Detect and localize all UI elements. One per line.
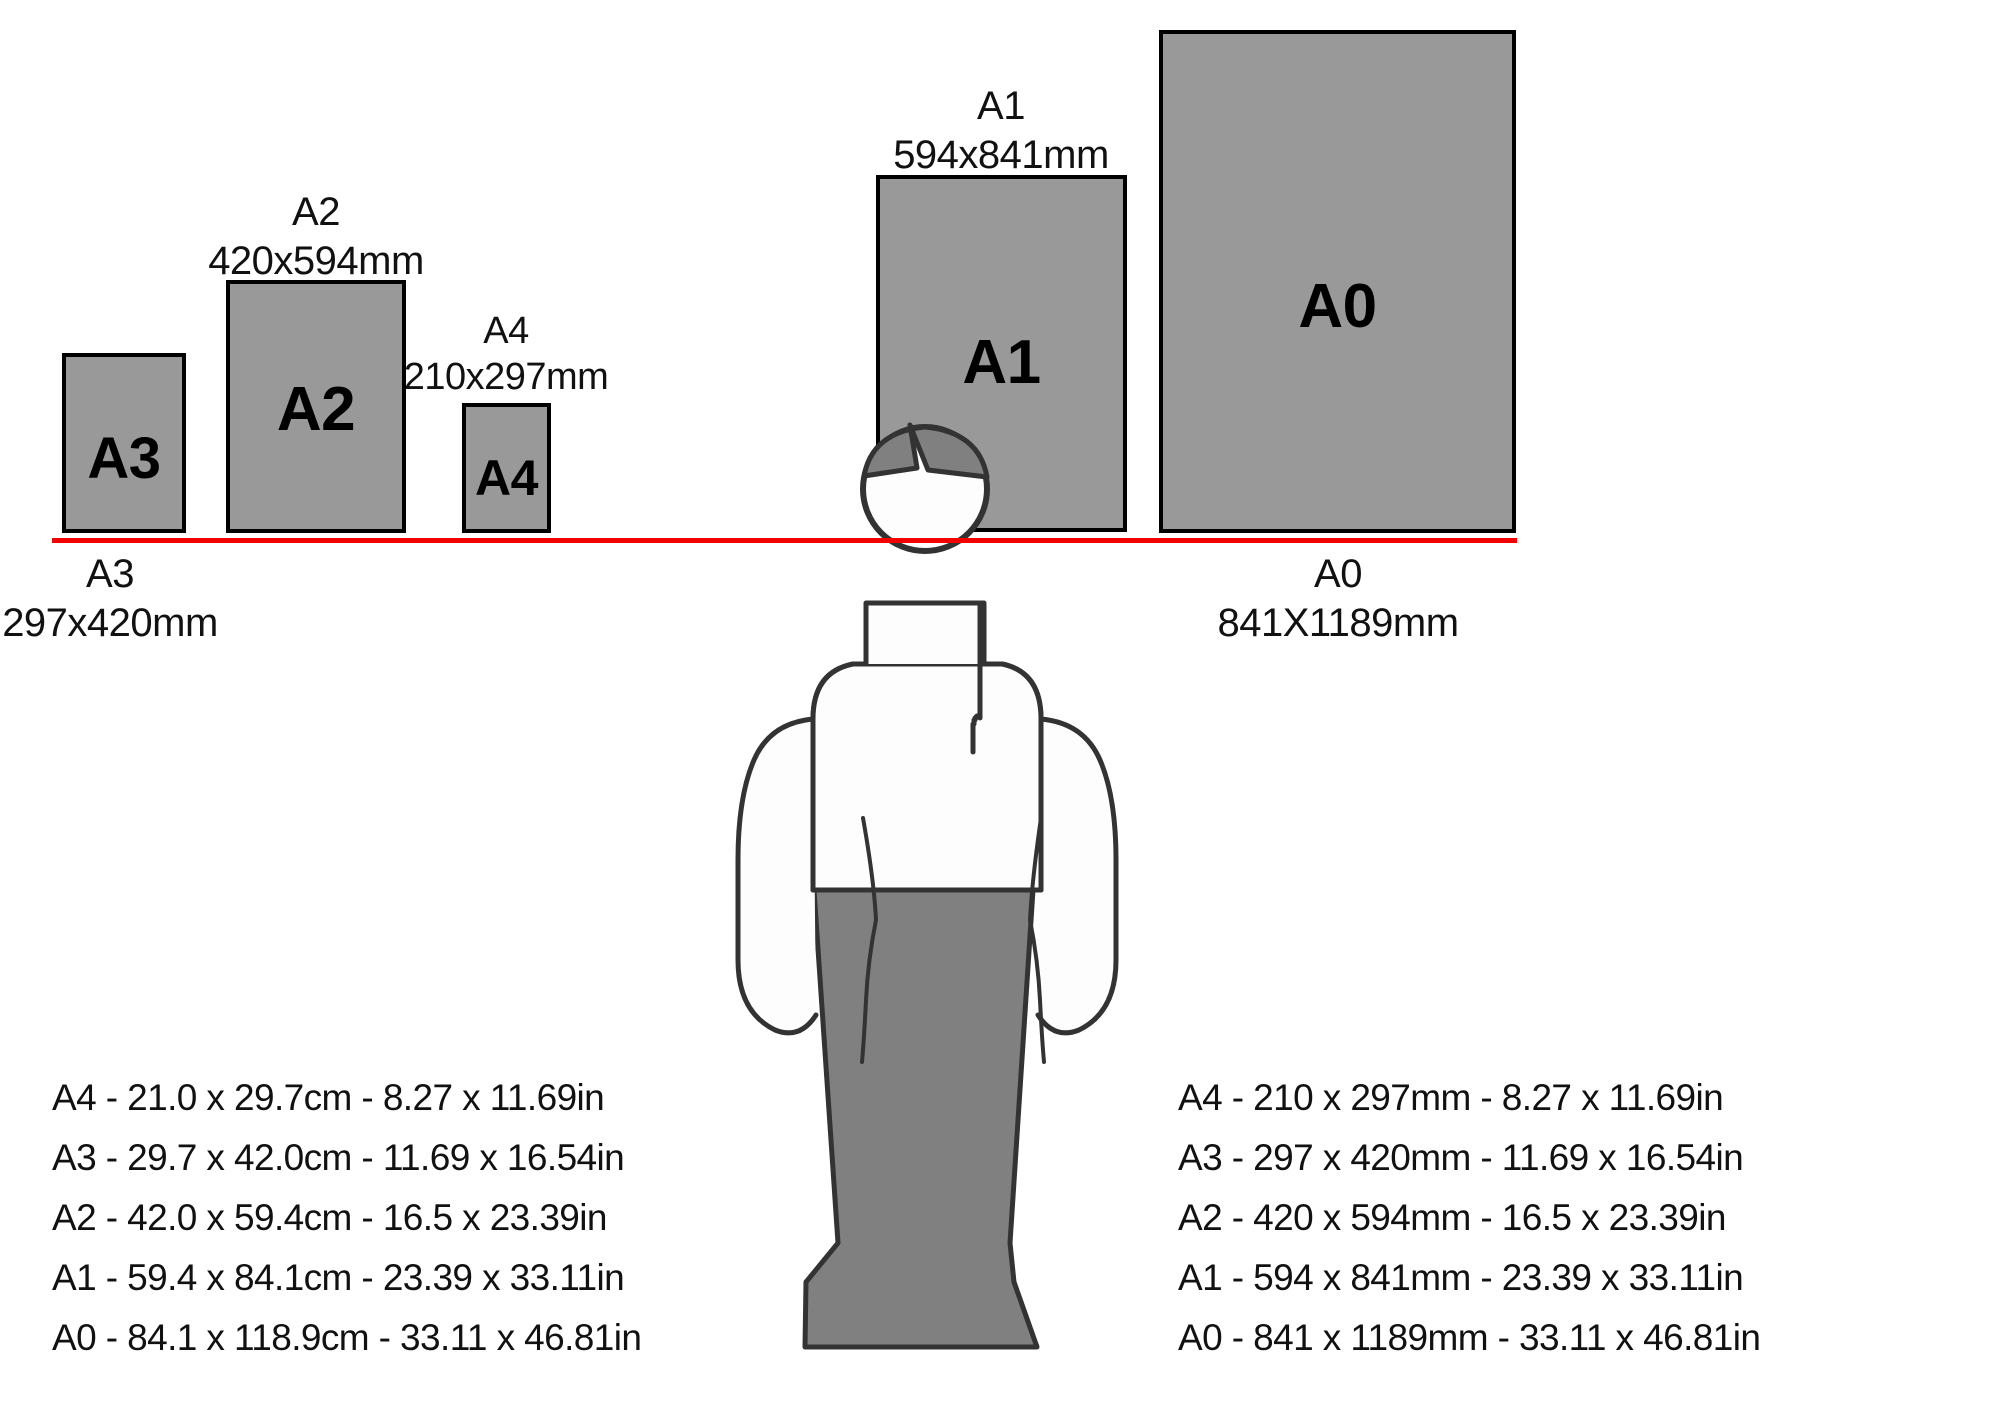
caption-a3-name: A3 (86, 552, 134, 596)
caption-a4: A4 210x297mm (386, 308, 626, 401)
figure-right-arm (1035, 716, 1119, 1036)
paper-rect-a1[interactable]: A1 (876, 175, 1127, 532)
caption-a4-dims: 210x297mm (403, 356, 609, 399)
figure-left-arm (735, 716, 819, 1036)
figure-lapel-seam (970, 600, 983, 755)
legend-right-line: A1 - 594 x 841mm - 23.39 x 33.11in (1178, 1257, 1744, 1298)
figure-collar (863, 600, 987, 667)
legend-right-line: A0 - 841 x 1189mm - 33.11 x 46.81in (1178, 1317, 1761, 1358)
caption-a1-name: A1 (977, 84, 1025, 128)
caption-a2-dims: 420x594mm (208, 238, 424, 283)
caption-a0-name: A0 (1314, 552, 1362, 596)
paper-rect-a3[interactable]: A3 (62, 353, 186, 533)
paper-rect-a4[interactable]: A4 (462, 403, 551, 533)
legend-left: A4 - 21.0 x 29.7cm - 8.27 x 11.69in A3 -… (52, 1068, 642, 1368)
figure-skirt (802, 887, 1040, 1350)
legend-left-line: A3 - 29.7 x 42.0cm - 11.69 x 16.54in (52, 1137, 625, 1178)
paper-label-a4: A4 (475, 450, 538, 506)
caption-a0-dims: 841X1189mm (1217, 600, 1459, 645)
paper-label-a0: A0 (1298, 272, 1377, 341)
legend-left-line: A0 - 84.1 x 118.9cm - 33.11 x 46.81in (52, 1317, 642, 1358)
caption-a2: A2 420x594mm (156, 188, 476, 286)
paper-rect-a2[interactable]: A2 (226, 280, 406, 533)
legend-left-line: A4 - 21.0 x 29.7cm - 8.27 x 11.69in (52, 1077, 605, 1118)
legend-right: A4 - 210 x 297mm - 8.27 x 11.69in A3 - 2… (1178, 1068, 1761, 1368)
figure-seam-left (860, 816, 878, 1064)
caption-a1-dims: 594x841mm (893, 132, 1109, 177)
paper-label-a1: A1 (962, 328, 1041, 397)
legend-right-line: A4 - 210 x 297mm - 8.27 x 11.69in (1178, 1077, 1724, 1118)
paper-label-a2: A2 (276, 375, 356, 444)
caption-a0: A0 841X1189mm (1198, 550, 1478, 648)
paper-rect-a0[interactable]: A0 (1159, 30, 1516, 533)
legend-left-line: A1 - 59.4 x 84.1cm - 23.39 x 33.11in (52, 1257, 625, 1298)
caption-a2-name: A2 (292, 190, 340, 234)
paper-label-a3: A3 (87, 426, 161, 491)
baseline-red-line-overlay (52, 538, 1517, 543)
figure-torso (810, 661, 1044, 893)
legend-right-line: A2 - 420 x 594mm - 16.5 x 23.39in (1178, 1197, 1726, 1238)
figure-seam-right (1028, 816, 1046, 1064)
legend-left-line: A2 - 42.0 x 59.4cm - 16.5 x 23.39in (52, 1197, 607, 1238)
caption-a3-dims: 297x420mm (2, 600, 218, 645)
legend-right-line: A3 - 297 x 420mm - 11.69 x 16.54in (1178, 1137, 1744, 1178)
caption-a4-name: A4 (483, 310, 529, 352)
caption-a3: A3 297x420mm (0, 550, 250, 648)
caption-a1: A1 594x841mm (841, 82, 1161, 180)
